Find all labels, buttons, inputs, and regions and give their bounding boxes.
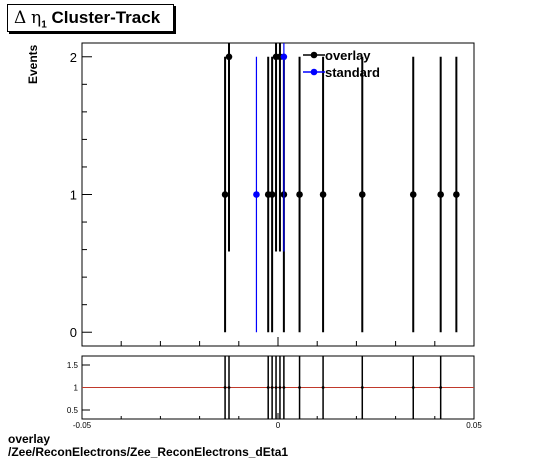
- ratio-point-1: [227, 386, 231, 389]
- data-point-overlay-3: [268, 191, 276, 198]
- footer-line-2: /Zee/ReconElectrons/Zee_ReconElectrons_d…: [8, 445, 289, 459]
- ratio-point-0: [223, 386, 227, 389]
- ratio-point-2: [266, 386, 270, 389]
- legend-label-standard: standard: [325, 65, 380, 80]
- eta-symbol: η: [31, 8, 42, 28]
- ratio-point-8: [321, 386, 325, 389]
- footer: overlay /Zee/ReconElectrons/Zee_ReconEle…: [8, 433, 288, 459]
- ratio-y-tick-label-0: 0.5: [67, 406, 79, 415]
- data-point-overlay-11: [437, 191, 444, 198]
- y-axis-label: Events: [26, 44, 40, 84]
- ratio-point-4: [274, 386, 278, 389]
- data-point-overlay-9: [358, 191, 366, 198]
- eta-subscript: 1: [41, 19, 47, 31]
- legend-marker-standard: [310, 68, 318, 76]
- ratio-point-3: [270, 386, 274, 389]
- y-tick-label-0: 0: [70, 325, 77, 340]
- data-point-overlay-12: [453, 191, 460, 198]
- title-box: Δ η1 Cluster-Track: [7, 4, 174, 32]
- x-tick-label-2: 0.05: [466, 421, 482, 430]
- ratio-y-tick-label-1: 1: [74, 384, 79, 393]
- ratio-point-7: [298, 386, 301, 389]
- data-point-overlay-10: [409, 191, 417, 198]
- data-point-standard-0: [253, 191, 260, 198]
- legend-marker-overlay: [310, 51, 318, 59]
- x-tick-label-0: -0.05: [73, 421, 92, 430]
- title-text: Cluster-Track: [51, 8, 161, 27]
- ratio-point-11: [439, 386, 443, 389]
- y-tick-label-2: 2: [70, 50, 77, 65]
- y-tick-label-1: 1: [70, 188, 77, 203]
- data-point-overlay-8: [319, 191, 327, 198]
- chart-title: Δ η1 Cluster-Track: [14, 8, 160, 30]
- x-tick-label-1: 0: [276, 421, 281, 430]
- ratio-y-tick-label-2: 1.5: [67, 361, 79, 370]
- ratio-point-9: [360, 386, 364, 389]
- data-point-overlay-0: [221, 191, 229, 198]
- ratio-point-10: [411, 386, 415, 389]
- ratio-point-6: [282, 386, 286, 389]
- delta-symbol: Δ: [14, 8, 27, 28]
- footer-line-1: overlay: [8, 432, 51, 446]
- legend-label-overlay: overlay: [325, 48, 371, 63]
- data-point-standard-1: [280, 53, 288, 61]
- ratio-point-5: [278, 386, 282, 389]
- data-point-overlay-7: [296, 191, 303, 198]
- data-point-overlay-1: [225, 53, 233, 61]
